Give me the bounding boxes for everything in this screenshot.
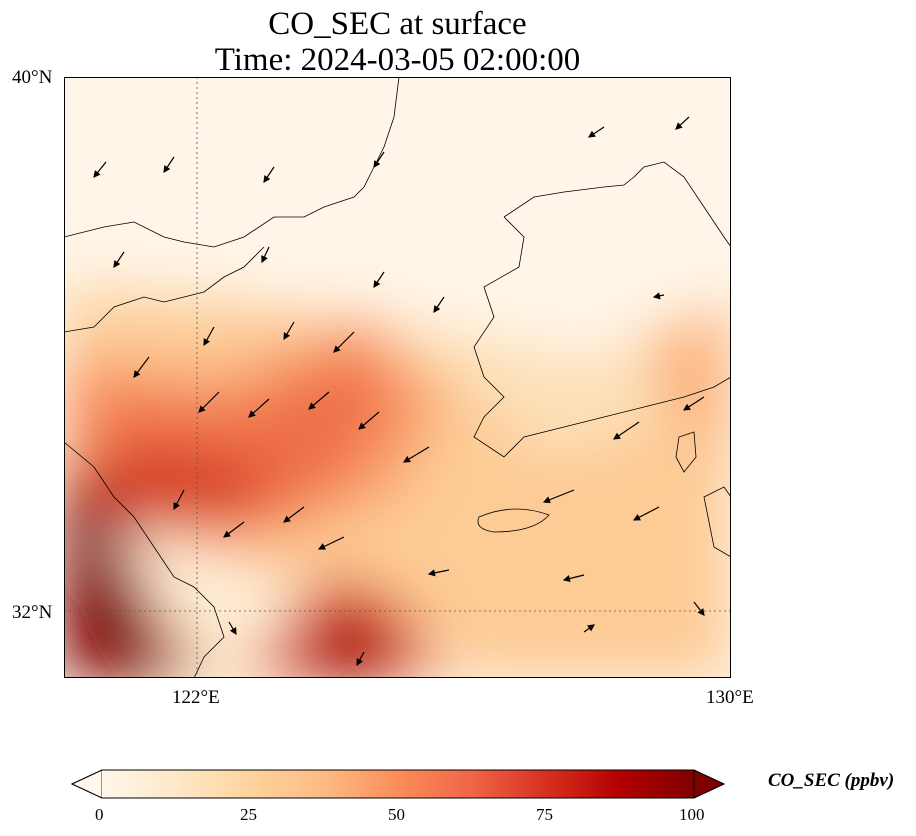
gridlines	[64, 77, 731, 678]
lon-label-130e: 130°E	[706, 687, 754, 708]
map-panel	[64, 77, 731, 678]
map-border	[64, 77, 731, 678]
lon-label-122e: 122°E	[172, 687, 220, 708]
map-svg	[64, 77, 731, 678]
wind-vectors	[93, 116, 705, 667]
lat-label-40n: 40°N	[12, 67, 53, 88]
colorbar-label: CO_SEC (ppbv)	[768, 770, 895, 791]
colorbar-tick-25: 25	[240, 805, 257, 824]
colorbar-tick-75: 75	[536, 805, 553, 824]
colorbar-tick-0: 0	[95, 805, 104, 824]
coastline	[64, 77, 731, 678]
colorbar-tick-100: 100	[679, 805, 705, 824]
map-title: CO_SEC at surface	[268, 6, 527, 42]
concentration-field	[64, 77, 731, 678]
map-subtitle-time: Time: 2024-03-05 02:00:00	[214, 42, 581, 78]
lat-label-32n: 32°N	[12, 602, 53, 623]
colorbar	[70, 769, 726, 799]
colorbar-tick-50: 50	[388, 805, 405, 824]
